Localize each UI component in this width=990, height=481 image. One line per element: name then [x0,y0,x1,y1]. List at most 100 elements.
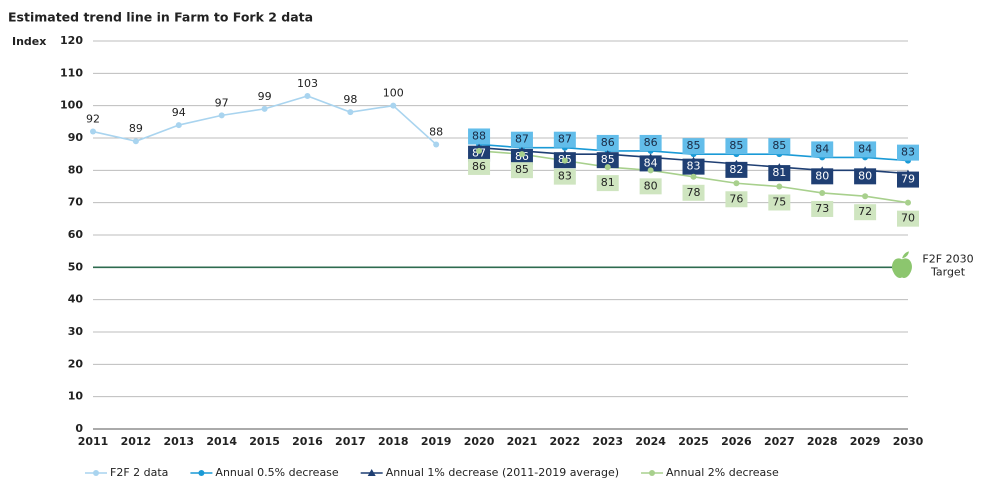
y-tick-label: 70 [68,196,84,209]
data-label: 85 [772,139,786,152]
y-tick-label: 100 [60,99,83,112]
marker [304,92,311,99]
legend-marker [93,470,99,476]
legend-item: F2F 2 data [85,466,168,479]
legend-label: F2F 2 data [110,466,168,479]
label-box [510,131,533,148]
label-box [639,155,662,172]
data-label: 80 [858,169,872,182]
label-box [854,168,877,185]
label-box [682,138,705,155]
label-box [897,144,919,161]
data-label: 83 [558,170,572,183]
label-box [897,171,919,188]
marker [690,173,697,180]
x-tick-label: 2023 [592,435,623,448]
data-label: 76 [729,192,743,205]
data-label: 98 [343,93,357,106]
data-label: 86 [601,136,615,149]
y-tick-label: 120 [60,34,83,47]
data-label: 86 [472,160,486,173]
marker [476,147,483,154]
legend-label: Annual 2% decrease [666,466,779,479]
label-box [553,131,576,148]
marker [390,102,397,109]
y-tick-label: 80 [68,163,84,176]
x-tick-label: 2015 [249,435,280,448]
legend-item: Annual 1% decrease (2011-2019 average) [360,466,619,479]
label-box [596,175,619,192]
data-label: 94 [172,106,186,119]
data-label: 88 [472,129,486,142]
x-tick-label: 2018 [378,435,409,448]
data-label: 83 [901,146,915,159]
marker [518,151,525,158]
marker [733,180,740,187]
marker [347,109,354,116]
label-box [510,162,533,179]
label-box [811,168,834,185]
legend-marker [198,470,205,476]
data-label: 81 [601,176,615,189]
label-box [811,200,834,217]
legend-marker [649,470,656,476]
data-label: 85 [515,163,529,176]
marker [132,138,139,145]
y-tick-label: 60 [68,228,84,241]
label-box [768,138,791,155]
x-tick-label: 2017 [335,435,366,448]
x-tick-label: 2030 [893,435,924,448]
data-label: 79 [901,173,915,186]
data-label: 103 [297,77,318,90]
data-label: 73 [815,202,829,215]
label-box [725,161,748,178]
marker [561,157,568,164]
marker [862,193,869,200]
data-label: 87 [558,133,572,146]
marker [776,183,783,190]
label-box [639,134,662,151]
legend-label: Annual 0.5% decrease [215,466,338,479]
x-tick-label: 2011 [78,435,109,448]
y-tick-label: 110 [60,66,83,79]
data-label: 84 [858,142,872,155]
legend-label: Annual 1% decrease (2011-2019 average) [386,466,619,479]
data-label: 88 [429,125,443,138]
marker [261,105,268,112]
label-box [725,191,748,208]
chart-title: Estimated trend line in Farm to Fork 2 d… [8,10,313,25]
label-box [854,204,877,221]
y-tick-label: 0 [75,422,83,435]
y-tick-label: 40 [68,293,84,306]
x-tick-label: 2021 [507,435,538,448]
data-label: 100 [383,87,404,100]
data-label: 92 [86,113,100,126]
data-label: 85 [687,139,701,152]
data-label: 97 [215,96,229,109]
apple-icon [892,251,912,278]
apple-body [892,258,912,278]
marker [433,141,440,148]
label-box [553,168,576,185]
data-label: 82 [729,163,743,176]
label-box [768,194,791,211]
marker [604,164,611,171]
target-label: Target [930,265,966,278]
y-tick-label: 20 [68,357,84,370]
data-label: 84 [815,142,829,155]
x-tick-label: 2012 [121,435,152,448]
label-box [682,184,705,201]
y-axis-label: Index [12,35,46,48]
x-tick-label: 2013 [163,435,194,448]
data-label: 75 [772,196,786,209]
x-tick-label: 2029 [850,435,881,448]
data-label: 80 [644,179,658,192]
y-tick-label: 30 [68,325,84,338]
marker [218,112,225,119]
label-box [468,158,491,175]
legend-item: Annual 0.5% decrease [190,466,339,479]
data-label: 78 [687,186,701,199]
x-tick-label: 2014 [206,435,237,448]
marker [90,128,96,135]
